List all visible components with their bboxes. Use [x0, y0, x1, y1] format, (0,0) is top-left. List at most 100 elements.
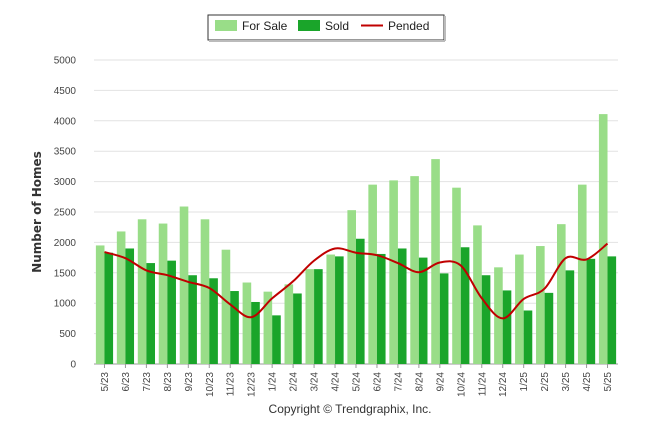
bar-sold [272, 315, 281, 364]
x-tick-label: 2/25 [540, 372, 551, 392]
bar-for-sale [200, 219, 210, 364]
y-tick-label: 4500 [54, 86, 77, 97]
bar-for-sale [557, 224, 566, 364]
y-tick-label: 4000 [54, 116, 77, 127]
x-tick-label: 6/23 [121, 372, 132, 392]
bar-sold [586, 258, 596, 364]
bar-for-sale [263, 291, 273, 364]
bar-for-sale [326, 254, 336, 364]
bar-for-sale [431, 159, 440, 364]
x-tick-label: 10/24 [456, 372, 467, 397]
x-tick-label: 5/24 [352, 372, 363, 392]
bar-sold [523, 310, 533, 364]
bar-for-sale [284, 284, 294, 364]
x-tick-label: 1/24 [268, 372, 279, 392]
bar-for-sale [179, 206, 189, 364]
bar-for-sale [473, 225, 482, 364]
bar-sold [251, 301, 260, 364]
bar-sold [188, 275, 197, 364]
bar-sold [481, 275, 491, 364]
x-tick-label: 7/23 [142, 372, 153, 392]
x-tick-label: 1/25 [519, 372, 530, 392]
bar-sold [439, 273, 449, 364]
x-tick-label: 8/23 [163, 372, 174, 392]
bar-sold [376, 253, 386, 364]
x-tick-label: 11/24 [477, 372, 488, 397]
bar-for-sale [598, 114, 608, 364]
bar-for-sale [515, 254, 524, 364]
bar-for-sale [158, 223, 168, 364]
bar-for-sale [452, 187, 461, 364]
bar-sold [418, 257, 428, 364]
x-tick-label: 5/25 [603, 372, 614, 392]
bar-sold [544, 292, 554, 364]
bar-for-sale [305, 269, 315, 364]
bar-sold [209, 278, 218, 364]
y-tick-label: 0 [70, 360, 76, 371]
bar-for-sale [536, 246, 545, 364]
bar-for-sale [347, 210, 356, 364]
x-tick-label: 7/24 [393, 372, 404, 392]
bar-sold [146, 263, 155, 364]
bar-sold [293, 293, 302, 364]
bar-for-sale [137, 219, 147, 364]
legend: For Sale Sold Pended [207, 14, 446, 42]
bar-for-sale [577, 184, 587, 364]
bar-sold [125, 248, 135, 364]
x-tick-label: 8/24 [414, 372, 425, 392]
copyright-text: Copyright © Trendgraphix, Inc. [269, 402, 432, 416]
y-tick-label: 1000 [54, 299, 77, 310]
bar-for-sale [410, 176, 419, 364]
legend-label-sold: Sold [325, 19, 349, 33]
y-tick-label: 500 [59, 329, 76, 340]
legend-swatch-sold [298, 20, 320, 31]
x-tick-label: 3/25 [561, 372, 572, 392]
bar-sold [356, 238, 365, 364]
bar-sold [502, 290, 512, 364]
legend-swatch-for-sale [215, 20, 237, 31]
bar-sold [167, 260, 176, 364]
x-tick-label: 12/23 [247, 372, 258, 397]
x-tick-label: 3/24 [310, 372, 321, 392]
y-tick-label: 1500 [54, 268, 77, 279]
bar-for-sale [389, 180, 398, 364]
x-tick-label: 9/24 [435, 372, 446, 392]
y-tick-label: 5000 [54, 56, 77, 67]
bar-sold [565, 270, 575, 364]
legend-box [207, 14, 445, 41]
bar-for-sale [368, 184, 377, 364]
x-tick-label: 6/24 [372, 372, 383, 392]
bar-for-sale [242, 282, 252, 364]
bar-sold [230, 291, 239, 364]
bar-sold [314, 269, 323, 364]
bars [95, 114, 617, 364]
x-tick-label: 5/23 [100, 372, 111, 392]
x-tick-label: 10/23 [205, 372, 216, 397]
x-tick-label: 12/24 [498, 372, 509, 397]
bar-for-sale [494, 267, 503, 364]
y-tick-labels: 0 500 1000 1500 2000 2500 3000 3500 4000 4500 5000 [54, 56, 77, 371]
pended-line [104, 242, 609, 320]
bar-for-sale [221, 249, 231, 364]
y-tick-label: 3500 [54, 147, 77, 158]
y-tick-label: 2000 [54, 238, 77, 249]
bar-sold [397, 248, 407, 364]
legend-label-for-sale: For Sale [242, 19, 288, 33]
y-tick-label: 2500 [54, 208, 77, 219]
y-tick-label: 3000 [54, 177, 77, 188]
x-tick-label: 4/24 [331, 372, 342, 392]
x-tick-label: 4/25 [582, 372, 593, 392]
x-tick-label: 11/23 [226, 372, 237, 397]
x-tick-labels: 5/23 6/23 7/23 8/23 9/23 10/23 11/23 12/23 1/24 2… [100, 364, 614, 397]
x-tick-label: 2/24 [289, 372, 300, 392]
legend-label-pended: Pended [388, 19, 429, 33]
bar-sold [104, 252, 114, 364]
bar-for-sale [95, 245, 105, 364]
bar-sold [607, 256, 617, 364]
bar-for-sale [116, 231, 126, 364]
bar-sold [335, 256, 344, 364]
bar-sold [460, 247, 470, 364]
x-tick-label: 9/23 [184, 372, 195, 392]
